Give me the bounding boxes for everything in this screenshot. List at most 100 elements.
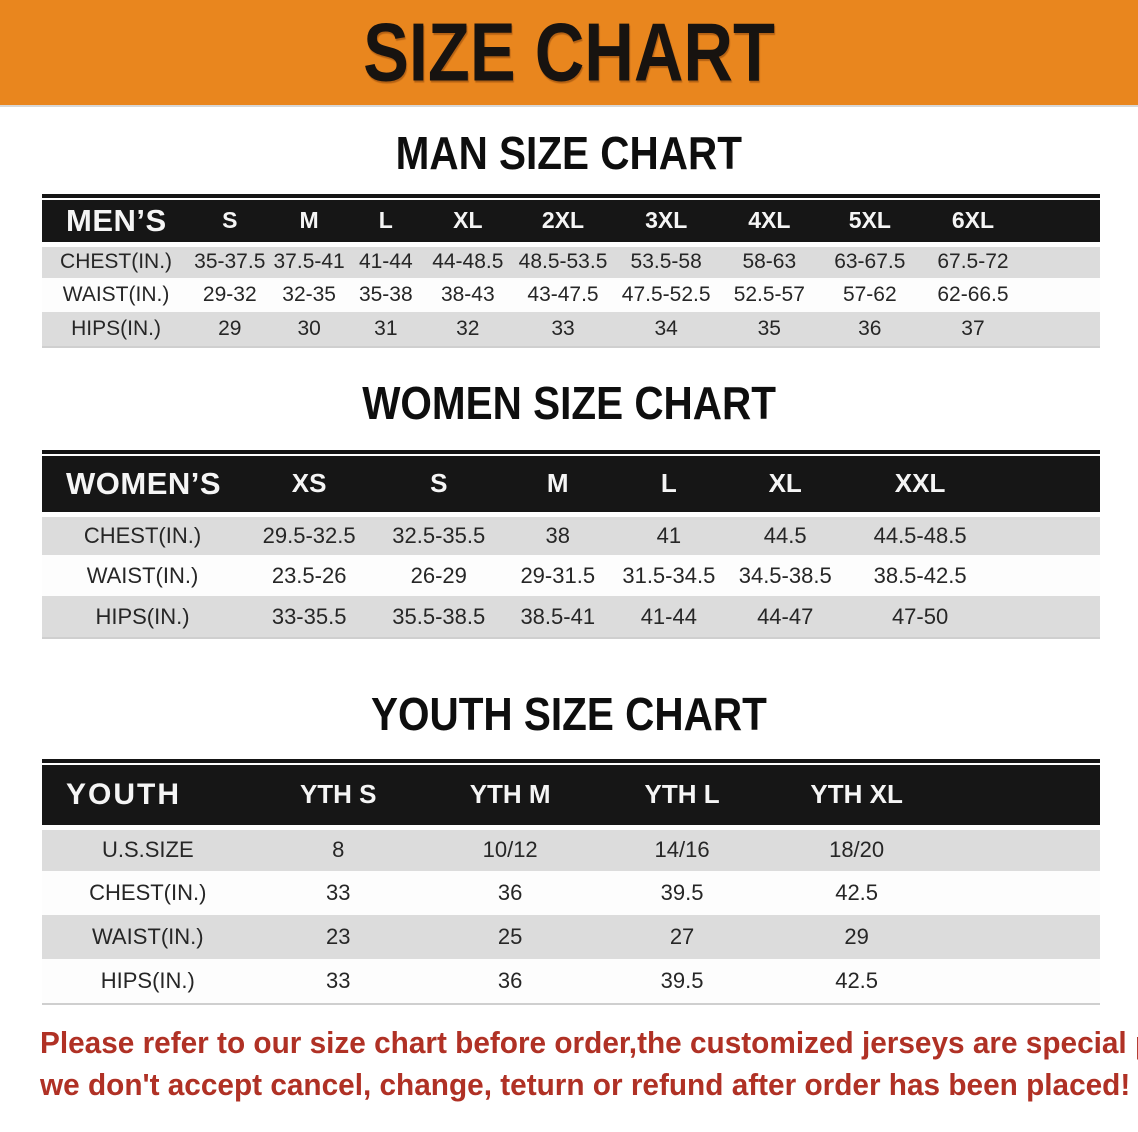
table-row: HIPS(IN.) 29 30 31 32 33 34 35 36 37 [42, 312, 1100, 346]
filler-cell [994, 514, 1100, 555]
size-col-header: L [613, 456, 725, 517]
measure-value: 62-66.5 [920, 278, 1026, 312]
disclaimer-line-2: we don't accept cancel, change, teturn o… [40, 1067, 1131, 1102]
measure-value: 37.5-41 [269, 244, 349, 278]
measure-value: 29 [190, 312, 270, 346]
measure-value: 42.5 [766, 959, 947, 1003]
size-col-header: 2XL [512, 200, 614, 247]
measure-row-label: HIPS(IN.) [42, 312, 191, 346]
table-row: CHEST(IN.) 33 36 39.5 42.5 [42, 871, 1100, 915]
measure-value: 18/20 [766, 827, 947, 871]
measure-value: 47.5-52.5 [613, 278, 720, 312]
youth-table-header-row: YOUTH YTH S YTH M YTH L YTH XL [42, 765, 1100, 830]
measure-value: 33-35.5 [243, 596, 376, 637]
size-col-header: S [375, 456, 503, 517]
size-col-header: 6XL [920, 200, 1026, 247]
table-row: WAIST(IN.) 29-32 32-35 35-38 38-43 43-47… [42, 278, 1100, 312]
size-col-header: 5XL [819, 200, 921, 247]
measure-value: 25 [422, 915, 598, 959]
measure-value: 35-37.5 [190, 244, 270, 278]
table-row: CHEST(IN.) 35-37.5 37.5-41 41-44 44-48.5… [42, 244, 1100, 278]
measure-row-label: WAIST(IN.) [42, 915, 254, 959]
measure-value: 29 [766, 915, 947, 959]
measure-value: 44-47 [724, 596, 847, 637]
measure-value: 42.5 [766, 871, 947, 915]
size-col-header: YTH S [253, 765, 423, 830]
filler-cell [1025, 312, 1100, 346]
measure-value: 29.5-32.5 [243, 514, 376, 555]
measure-row-label: WAIST(IN.) [42, 278, 191, 312]
measure-value: 33 [512, 312, 614, 346]
measure-value: 32 [422, 312, 513, 346]
measure-value: 30 [269, 312, 349, 346]
youth-size-table: YOUTH YTH S YTH M YTH L YTH XL U.S.SIZE … [42, 759, 1100, 1005]
measure-row-label: CHEST(IN.) [42, 514, 244, 555]
measure-value: 26-29 [375, 555, 503, 596]
measure-value: 39.5 [597, 959, 767, 1003]
measure-value: 41-44 [613, 596, 725, 637]
measure-value: 36 [819, 312, 921, 346]
measure-value: 31 [348, 312, 423, 346]
filler-cell [946, 765, 1100, 830]
measure-value: 29-31.5 [502, 555, 614, 596]
size-col-header: XS [243, 456, 376, 517]
measure-value: 10/12 [422, 827, 598, 871]
measure-value: 36 [422, 871, 598, 915]
measure-value: 57-62 [819, 278, 921, 312]
filler-cell [946, 827, 1100, 871]
measure-value: 38.5-41 [502, 596, 614, 637]
measure-row-label: HIPS(IN.) [42, 596, 244, 637]
measure-value: 52.5-57 [719, 278, 820, 312]
filler-cell [946, 915, 1100, 959]
measure-value: 34 [613, 312, 720, 346]
measure-value: 32-35 [269, 278, 349, 312]
women-section-heading: WOMEN SIZE CHART [362, 377, 776, 429]
measure-value: 31.5-34.5 [613, 555, 725, 596]
measure-value: 14/16 [597, 827, 767, 871]
measure-value: 38.5-42.5 [846, 555, 995, 596]
measure-value: 27 [597, 915, 767, 959]
measure-row-label: HIPS(IN.) [42, 959, 254, 1003]
measure-value: 35 [719, 312, 820, 346]
measure-value: 41-44 [348, 244, 423, 278]
size-col-header: YTH M [422, 765, 598, 830]
measure-value: 35.5-38.5 [375, 596, 503, 637]
measure-value: 37 [920, 312, 1026, 346]
table-row: U.S.SIZE 8 10/12 14/16 18/20 [42, 827, 1100, 871]
measure-value: 47-50 [846, 596, 995, 637]
filler-cell [1025, 244, 1100, 278]
women-size-table: WOMEN’S XS S M L XL XXL CHEST(IN.) 29.5-… [42, 450, 1100, 639]
table-row: HIPS(IN.) 33 36 39.5 42.5 [42, 959, 1100, 1003]
measure-value: 38-43 [422, 278, 513, 312]
measure-value: 23 [253, 915, 423, 959]
size-col-header: YTH L [597, 765, 767, 830]
measure-value: 29-32 [190, 278, 270, 312]
measure-value: 8 [253, 827, 423, 871]
filler-cell [1025, 278, 1100, 312]
size-col-header: 4XL [719, 200, 820, 247]
measure-value: 44.5 [724, 514, 847, 555]
measure-row-label: U.S.SIZE [42, 827, 254, 871]
table-row: WAIST(IN.) 23 25 27 29 [42, 915, 1100, 959]
size-chart-banner: SIZE CHART [0, 0, 1138, 107]
measure-value: 44-48.5 [422, 244, 513, 278]
disclaimer-line-1: Please refer to our size chart before or… [40, 1025, 1138, 1060]
filler-cell [946, 871, 1100, 915]
measure-row-label: CHEST(IN.) [42, 244, 191, 278]
size-col-header: XL [422, 200, 513, 247]
measure-value: 36 [422, 959, 598, 1003]
disclaimer-text: Please refer to our size chart before or… [40, 1022, 1138, 1106]
measure-value: 67.5-72 [920, 244, 1026, 278]
size-col-header: YTH XL [766, 765, 947, 830]
filler-cell [1025, 200, 1100, 247]
banner-title: SIZE CHART [363, 5, 775, 99]
measure-value: 33 [253, 871, 423, 915]
size-col-header: 3XL [613, 200, 720, 247]
measure-value: 48.5-53.5 [512, 244, 614, 278]
size-col-header: L [348, 200, 423, 247]
men-table-header-row: MEN’S S M L XL 2XL 3XL 4XL 5XL 6XL [42, 200, 1100, 247]
size-col-header: S [190, 200, 270, 247]
women-table-title: WOMEN’S [42, 456, 244, 517]
women-table-header-row: WOMEN’S XS S M L XL XXL [42, 456, 1100, 517]
measure-value: 41 [613, 514, 725, 555]
